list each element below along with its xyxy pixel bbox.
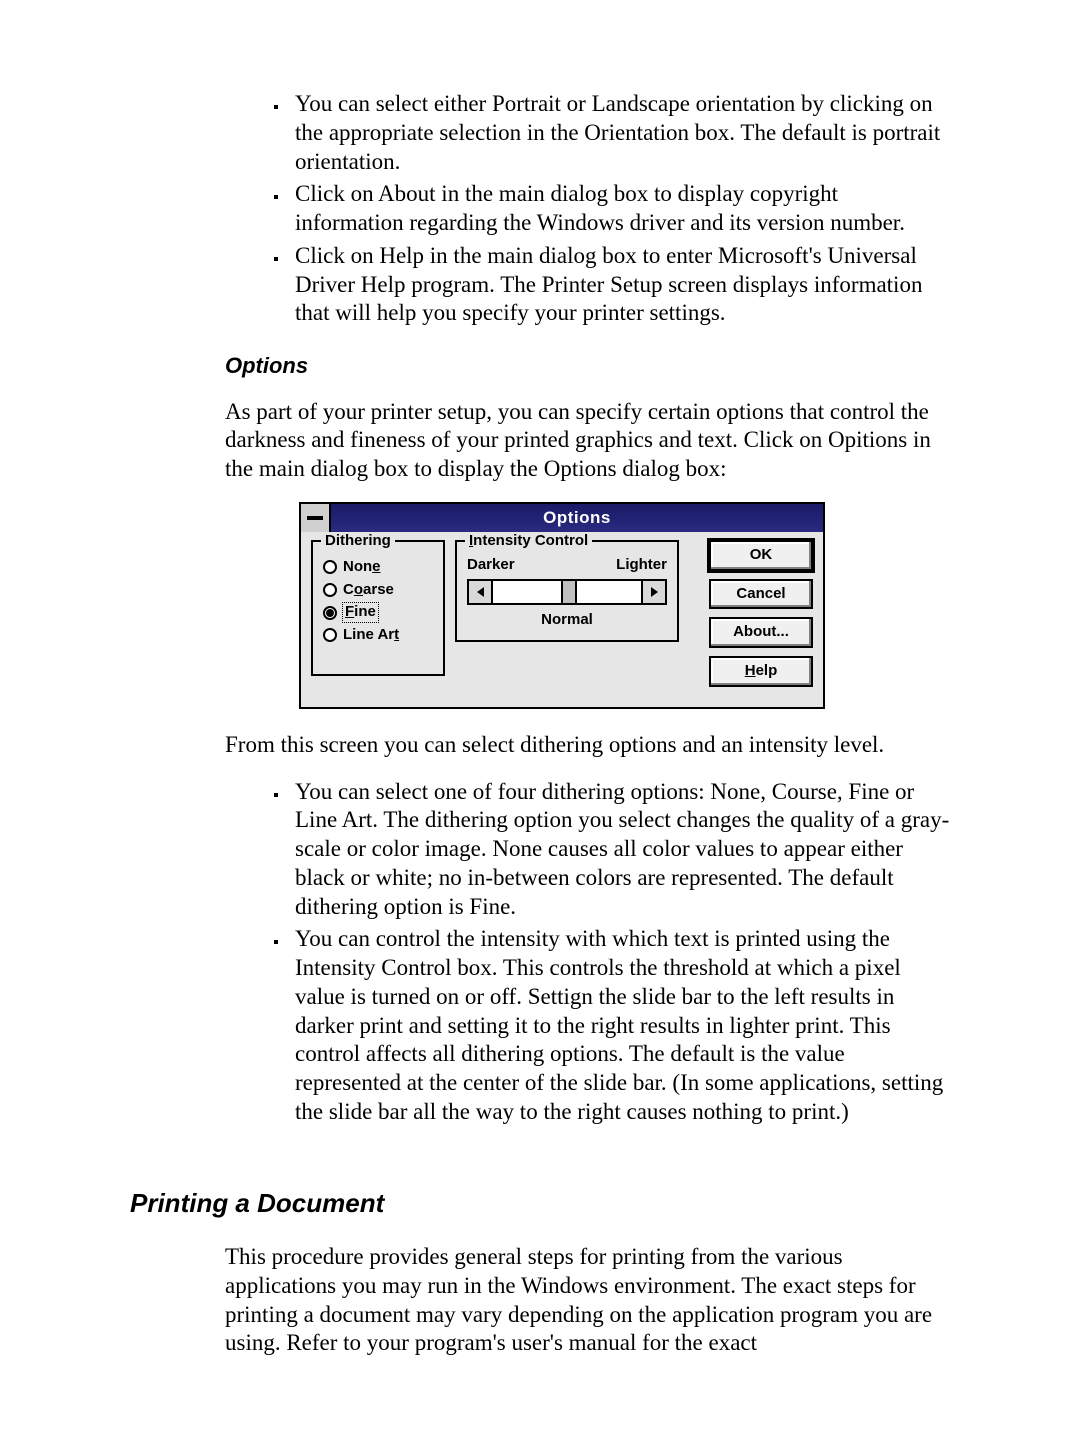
radio-label: Coarse bbox=[343, 581, 394, 600]
radio-icon bbox=[323, 583, 337, 597]
ok-button[interactable]: OK bbox=[709, 540, 813, 571]
dithering-radio[interactable]: None bbox=[323, 558, 433, 577]
list-item: You can select either Portrait or Landsc… bbox=[289, 90, 950, 176]
radio-icon bbox=[323, 560, 337, 574]
system-menu-icon[interactable] bbox=[301, 504, 331, 532]
radio-label: None bbox=[343, 558, 381, 577]
dialog-button-column: OK Cancel About... Help bbox=[709, 540, 813, 687]
list-item: You can select one of four dithering opt… bbox=[289, 778, 950, 922]
dithering-legend: Dithering bbox=[321, 532, 395, 551]
intensity-legend: Intensity Control bbox=[465, 532, 592, 551]
dithering-radio[interactable]: Fine bbox=[323, 603, 433, 622]
bottom-bullet-list: You can select one of four dithering opt… bbox=[225, 778, 950, 1127]
dithering-radio[interactable]: Coarse bbox=[323, 581, 433, 600]
radio-label: Fine bbox=[343, 603, 378, 622]
top-bullet-block: You can select either Portrait or Landsc… bbox=[225, 90, 950, 1127]
intensity-labels-row: Darker Lighter bbox=[467, 556, 667, 575]
printing-paragraph: This procedure provides general steps fo… bbox=[225, 1243, 950, 1358]
printing-block: This procedure provides general steps fo… bbox=[225, 1243, 950, 1358]
slider-track[interactable] bbox=[493, 581, 641, 603]
intensity-lighter-label: Lighter bbox=[616, 556, 667, 575]
radio-label: Line Art bbox=[343, 626, 399, 645]
manual-page: You can select either Portrait or Landsc… bbox=[0, 0, 1080, 1436]
printing-heading: Printing a Document bbox=[130, 1187, 950, 1220]
top-bullet-list: You can select either Portrait or Landsc… bbox=[225, 90, 950, 328]
options-dialog-figure: Options Dithering None Coarse Fine Line Art… bbox=[299, 502, 950, 709]
help-button[interactable]: Help bbox=[709, 656, 813, 687]
list-item: Click on Help in the main dialog box to … bbox=[289, 242, 950, 328]
radio-icon bbox=[323, 628, 337, 642]
intensity-darker-label: Darker bbox=[467, 556, 515, 575]
dialog-title: Options bbox=[331, 504, 823, 532]
cancel-button[interactable]: Cancel bbox=[709, 579, 813, 610]
dithering-groupbox: Dithering NoneCoarseFineLine Art bbox=[311, 540, 445, 676]
options-heading: Options bbox=[225, 352, 950, 380]
list-item: Click on About in the main dialog box to… bbox=[289, 180, 950, 238]
options-intro-paragraph: As part of your printer setup, you can s… bbox=[225, 398, 950, 484]
intensity-groupbox: Intensity Control Darker Lighter bbox=[455, 540, 679, 642]
intensity-normal-label: Normal bbox=[467, 611, 667, 630]
radio-icon bbox=[323, 606, 337, 620]
dialog-titlebar: Options bbox=[301, 504, 823, 532]
about-button[interactable]: About... bbox=[709, 617, 813, 648]
dithering-radio[interactable]: Line Art bbox=[323, 626, 433, 645]
intensity-slider[interactable] bbox=[467, 579, 667, 605]
slider-right-button[interactable] bbox=[641, 581, 665, 603]
slider-thumb[interactable] bbox=[561, 579, 577, 605]
list-item: You can control the intensity with which… bbox=[289, 925, 950, 1126]
options-dialog: Options Dithering None Coarse Fine Line Art… bbox=[299, 502, 825, 709]
after-dialog-paragraph: From this screen you can select ditherin… bbox=[225, 731, 950, 760]
slider-left-button[interactable] bbox=[469, 581, 493, 603]
